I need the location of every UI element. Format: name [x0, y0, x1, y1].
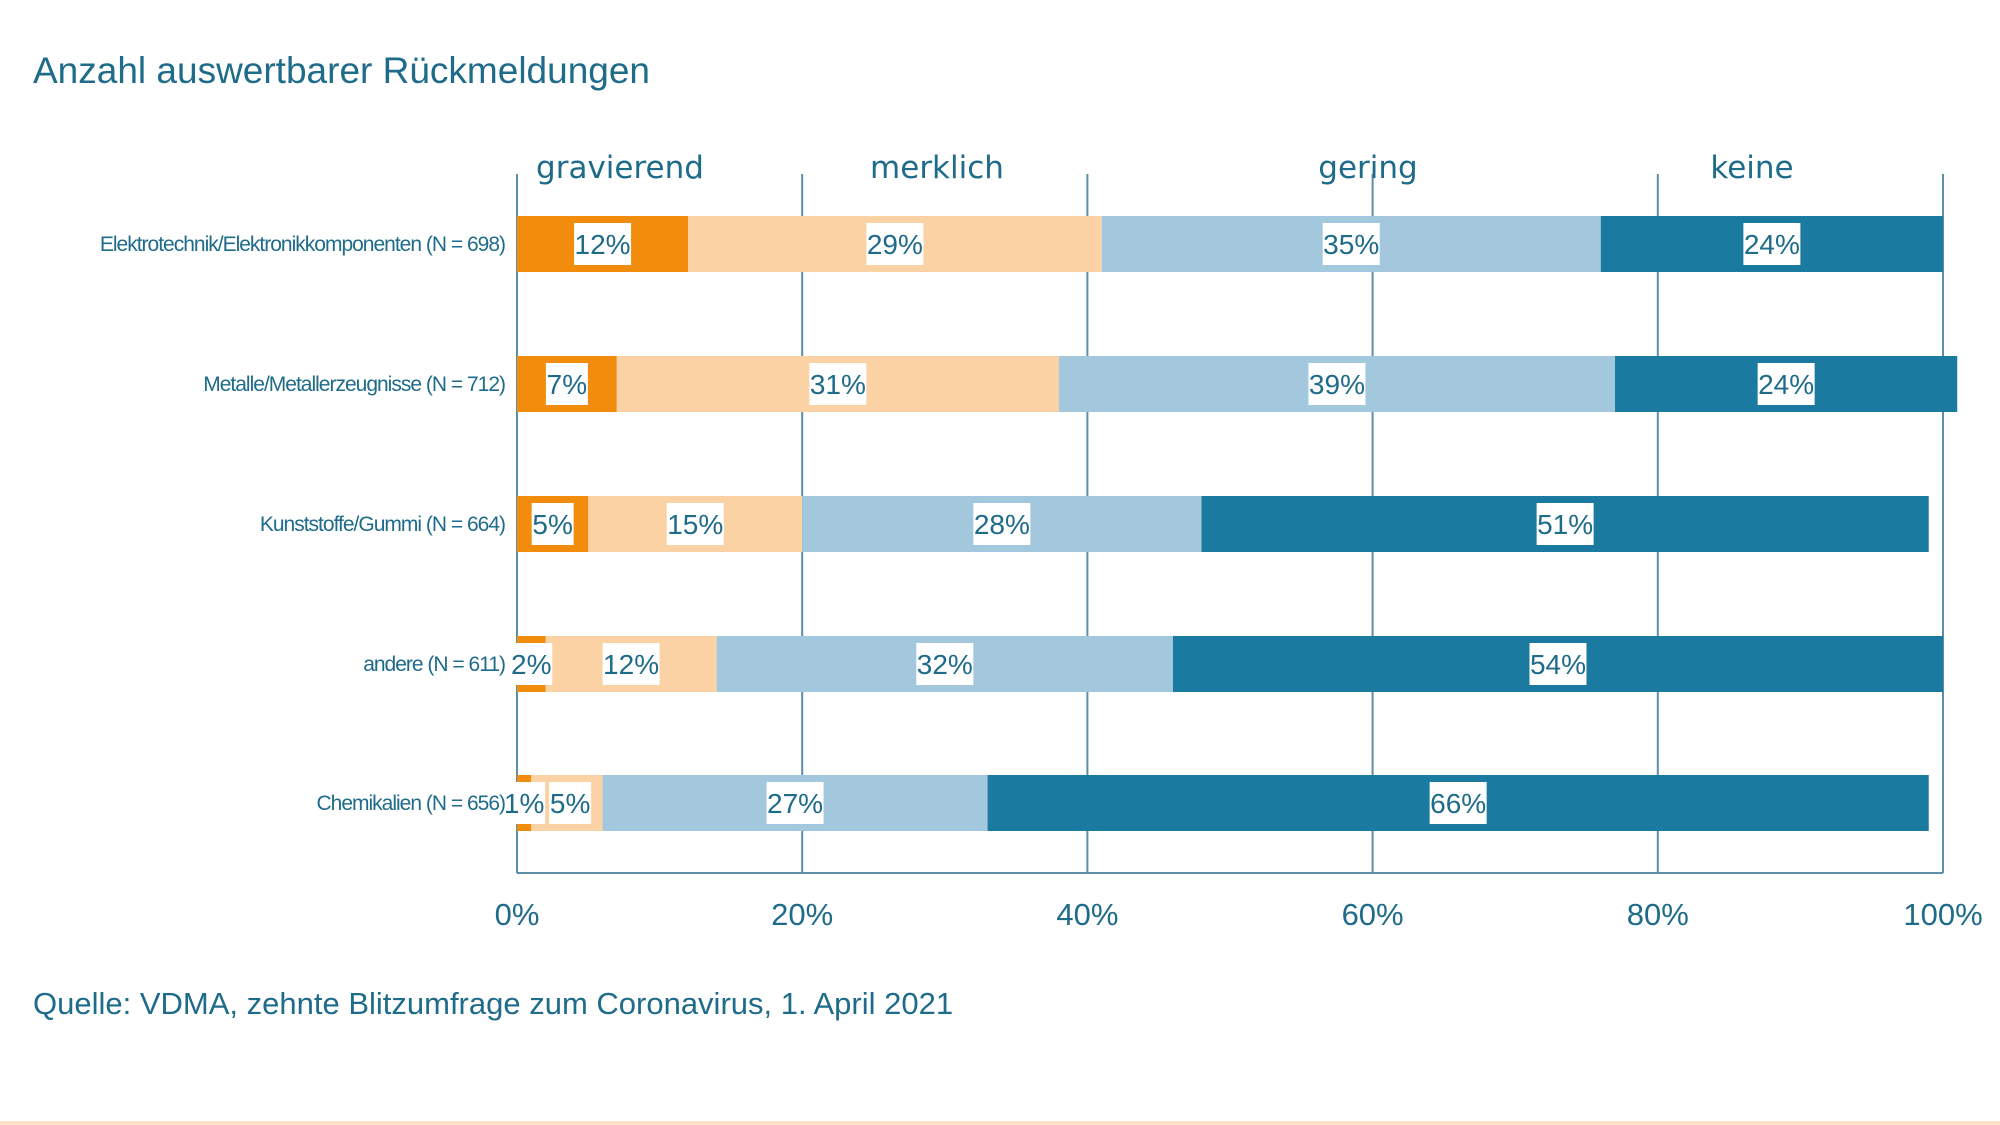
data-label: 15% [666, 503, 724, 545]
data-label-text: 1% [504, 788, 544, 819]
category-label: Chemikalien (N = 656) [316, 792, 505, 815]
data-label-text: 5% [550, 788, 590, 819]
data-label-text: 31% [810, 369, 866, 400]
category-label: Kunststoffe/Gummi (N = 664) [260, 513, 505, 536]
data-label: 31% [809, 363, 867, 405]
data-label: 2% [510, 643, 553, 685]
data-label-text: 54% [1530, 649, 1586, 680]
x-tick-label: 40% [1056, 897, 1118, 932]
category-label: Elektrotechnik/Elektronikkomponenten (N … [100, 233, 505, 256]
source-note: Quelle: VDMA, zehnte Blitzumfrage zum Co… [33, 986, 954, 1021]
legend-label-gering: gering [1318, 150, 1417, 186]
data-label-box [1757, 363, 1815, 405]
x-tick-label: 0% [495, 897, 540, 932]
data-label: 27% [766, 782, 824, 824]
x-tick-labels: 0% 20% 40% 60% 80% 100% [495, 897, 1983, 932]
data-label: 29% [866, 223, 924, 265]
data-label-box [510, 643, 553, 685]
legend-label-merklich: merklich [870, 150, 1004, 186]
x-tick-label: 60% [1342, 897, 1404, 932]
data-label-text: 29% [867, 229, 923, 260]
data-label: 28% [973, 503, 1031, 545]
data-label-box [503, 782, 546, 824]
data-label-box [1322, 223, 1380, 265]
category-label: andere (N = 611) [363, 653, 505, 676]
data-label-box [866, 223, 924, 265]
data-label-box [1308, 363, 1366, 405]
data-label: 35% [1322, 223, 1380, 265]
legend-label-gravierend: gravierend [536, 150, 704, 186]
data-label: 39% [1308, 363, 1366, 405]
data-label: 54% [1529, 643, 1587, 685]
data-label-box [916, 643, 974, 685]
data-label: 12% [574, 223, 632, 265]
data-label-text: 12% [575, 229, 631, 260]
data-label-text: 27% [767, 788, 823, 819]
category-labels: Elektrotechnik/Elektronikkomponenten (N … [100, 233, 506, 815]
data-label-text: 66% [1430, 788, 1486, 819]
data-label: 5% [549, 782, 592, 824]
data-label-text: 39% [1309, 369, 1365, 400]
data-label: 1% [503, 782, 546, 824]
data-label-text: 32% [917, 649, 973, 680]
data-label-box [1536, 503, 1594, 545]
x-tick-label: 20% [771, 897, 833, 932]
data-label: 12% [602, 643, 660, 685]
data-label-text: 28% [974, 509, 1030, 540]
data-label: 24% [1743, 223, 1801, 265]
data-label-box [666, 503, 724, 545]
data-labels: 12% 29% 35% 24% 7% 31% 39% 24% 5% 15% 28% 51% 2% 12% 3… [503, 223, 1815, 824]
data-label: 32% [916, 643, 974, 685]
data-label-text: 5% [532, 509, 572, 540]
data-label-text: 2% [511, 649, 551, 680]
data-label-text: 24% [1744, 229, 1800, 260]
data-label-text: 24% [1758, 369, 1814, 400]
bars [517, 216, 1958, 831]
data-label: 5% [531, 503, 574, 545]
data-label-box [602, 643, 660, 685]
data-label-box [973, 503, 1031, 545]
legend: gravierend merklich gering keine [536, 150, 1794, 186]
data-label-box [549, 782, 592, 824]
data-label-text: 51% [1537, 509, 1593, 540]
data-label-box [1529, 643, 1587, 685]
data-label-box [531, 503, 574, 545]
data-label-box [1429, 782, 1487, 824]
data-label-text: 35% [1323, 229, 1379, 260]
data-label-box [545, 363, 588, 405]
data-label-box [809, 363, 867, 405]
data-label-text: 12% [603, 649, 659, 680]
data-label: 66% [1429, 782, 1487, 824]
data-label-box [1743, 223, 1801, 265]
bottom-divider [0, 1121, 2000, 1125]
data-label-text: 7% [547, 369, 587, 400]
data-label-box [574, 223, 632, 265]
data-label: 51% [1536, 503, 1594, 545]
x-tick-label: 100% [1903, 897, 1982, 932]
chart-title: Anzahl auswertbarer Rückmeldungen [33, 50, 651, 91]
data-label-box [766, 782, 824, 824]
data-label: 7% [545, 363, 588, 405]
category-label: Metalle/Metallerzeugnisse (N = 712) [203, 373, 505, 396]
data-label: 24% [1757, 363, 1815, 405]
x-tick-label: 80% [1627, 897, 1689, 932]
data-label-text: 15% [667, 509, 723, 540]
legend-label-keine: keine [1710, 150, 1793, 186]
